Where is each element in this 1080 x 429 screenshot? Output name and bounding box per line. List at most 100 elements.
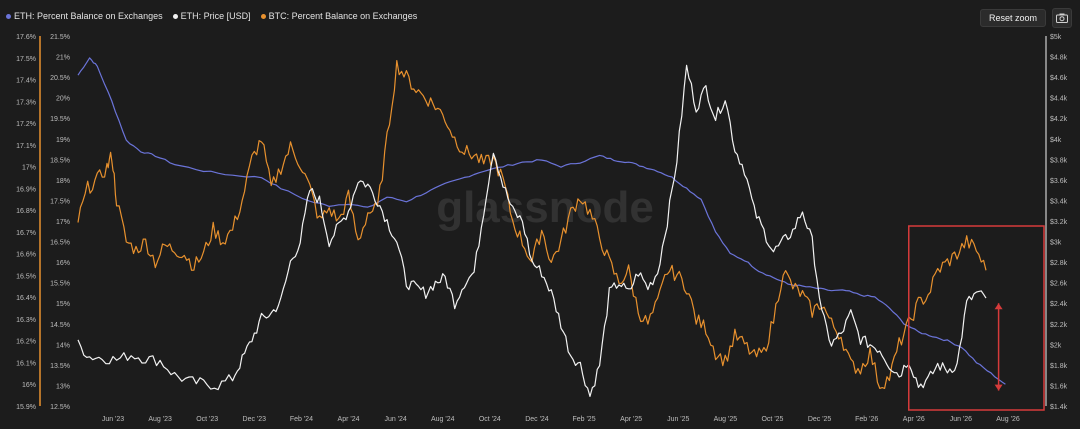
eth-price-axis: $1.4k $1.6k $1.8k $2k $2.2k $2.4k $2.6k $2.8k $3… xyxy=(1050,34,1068,411)
eth-price-tick-label: $4.2k xyxy=(1050,116,1068,123)
x-tick-label: Feb '24 xyxy=(290,416,313,423)
x-tick-label: Aug '24 xyxy=(431,416,455,423)
arrow-head-down xyxy=(994,384,1003,391)
series-btc-balance xyxy=(77,60,987,389)
eth-balance-tick-label: 16.6% xyxy=(16,252,36,259)
camera-icon-graphic xyxy=(1056,13,1068,23)
x-tick-label: Oct '23 xyxy=(196,416,218,423)
eth-balance-tick-label: 16% xyxy=(22,382,36,389)
eth-balance-tick-label: 17.4% xyxy=(16,78,36,85)
eth-balance-tick-label: 16.4% xyxy=(16,295,36,302)
x-tick-label: Jun '25 xyxy=(667,416,689,423)
legend-item-eth-balance[interactable]: ETH: Percent Balance on Exchanges xyxy=(6,11,163,21)
eth-price-tick-label: $4k xyxy=(1050,137,1062,144)
btc-balance-tick-label: 14% xyxy=(56,342,70,349)
eth-price-tick-label: $2.2k xyxy=(1050,322,1068,329)
eth-price-tick-label: $4.6k xyxy=(1050,75,1068,82)
btc-balance-tick-label: 17% xyxy=(56,219,70,226)
eth-price-tick-label: $3.4k xyxy=(1050,198,1068,205)
highlight-box xyxy=(908,225,1045,411)
series-line xyxy=(77,64,987,397)
legend-swatch-eth-price xyxy=(172,13,178,19)
eth-price-tick-label: $2k xyxy=(1050,342,1062,349)
x-tick-label: Aug '23 xyxy=(148,416,172,423)
eth-balance-tick-label: 16.1% xyxy=(16,360,36,367)
x-tick-label: Dec '25 xyxy=(808,416,832,423)
eth-price-tick-label: $5k xyxy=(1050,34,1062,41)
x-tick-label: Jun '24 xyxy=(384,416,406,423)
eth-price-tick-label: $3.6k xyxy=(1050,178,1068,185)
x-tick-label: Feb '26 xyxy=(855,416,878,423)
eth-balance-tick-label: 16.5% xyxy=(16,273,36,280)
camera-icon[interactable] xyxy=(1052,8,1072,28)
eth-balance-axis: 15.9% 16% 16.1% 16.2% 16.3% 16.4% 16.5% 16.6% 16… xyxy=(16,34,36,411)
x-axis: Jun '23 Aug '23 Oct '23 Dec '23 Feb '24 Apr '… xyxy=(102,416,1020,423)
btc-balance-tick-label: 16.5% xyxy=(50,240,70,247)
btc-balance-tick-label: 15.5% xyxy=(50,281,70,288)
btc-balance-tick-label: 19.5% xyxy=(50,116,70,123)
eth-price-tick-label: $3.8k xyxy=(1050,157,1068,164)
legend-item-btc-balance[interactable]: BTC: Percent Balance on Exchanges xyxy=(260,11,418,21)
btc-balance-tick-label: 16% xyxy=(56,260,70,267)
legend: ETH: Percent Balance on Exchanges ETH: P… xyxy=(6,8,417,24)
eth-balance-tick-label: 17.5% xyxy=(16,56,36,63)
eth-balance-tick-label: 16.7% xyxy=(16,230,36,237)
x-tick-label: Jun '26 xyxy=(950,416,972,423)
x-tick-label: Apr '25 xyxy=(620,416,642,423)
legend-item-eth-price[interactable]: ETH: Price [USD] xyxy=(172,11,251,21)
legend-label-btc-balance: BTC: Percent Balance on Exchanges xyxy=(268,11,418,21)
btc-balance-tick-label: 20% xyxy=(56,96,70,103)
annotations xyxy=(908,225,1045,411)
eth-price-tick-label: $2.4k xyxy=(1050,301,1068,308)
x-tick-label: Feb '25 xyxy=(572,416,595,423)
legend-swatch-eth-balance xyxy=(6,13,11,19)
eth-price-tick-label: $1.8k xyxy=(1050,363,1068,370)
x-tick-label: Apr '24 xyxy=(338,416,360,423)
eth-price-tick-label: $3.2k xyxy=(1050,219,1068,226)
series-eth-price xyxy=(77,64,987,397)
x-tick-label: Dec '24 xyxy=(525,416,549,423)
btc-balance-tick-label: 15% xyxy=(56,301,70,308)
btc-balance-axis: 12.5% 13% 13.5% 14% 14.5% 15% 15.5% 16% 16.5% 17%… xyxy=(50,34,70,411)
eth-balance-tick-label: 15.9% xyxy=(16,404,36,411)
x-tick-label: Oct '24 xyxy=(479,416,501,423)
legend-swatch-btc-balance xyxy=(260,13,266,19)
x-tick-label: Dec '23 xyxy=(243,416,267,423)
reset-zoom-button[interactable]: Reset zoom xyxy=(979,9,1046,27)
eth-balance-tick-label: 16.8% xyxy=(16,208,36,215)
legend-label-eth-price: ETH: Price [USD] xyxy=(180,11,251,21)
watermark-glassnode: glassnode xyxy=(436,183,654,232)
btc-balance-tick-label: 21.5% xyxy=(50,34,70,41)
series-line xyxy=(77,57,1006,385)
btc-balance-tick-label: 18% xyxy=(56,178,70,185)
eth-price-tick-label: $2.8k xyxy=(1050,260,1068,267)
eth-balance-tick-label: 17% xyxy=(22,165,36,172)
btc-balance-tick-label: 13.5% xyxy=(50,363,70,370)
btc-balance-tick-label: 17.5% xyxy=(50,198,70,205)
eth-balance-tick-label: 16.9% xyxy=(16,186,36,193)
eth-price-tick-label: $3k xyxy=(1050,240,1062,247)
btc-balance-tick-label: 19% xyxy=(56,137,70,144)
btc-balance-tick-label: 20.5% xyxy=(50,75,70,82)
eth-balance-tick-label: 17.6% xyxy=(16,34,36,41)
eth-balance-tick-label: 17.2% xyxy=(16,121,36,128)
eth-price-tick-label: $4.4k xyxy=(1050,96,1068,103)
btc-balance-tick-label: 14.5% xyxy=(50,322,70,329)
btc-balance-tick-label: 18.5% xyxy=(50,157,70,164)
eth-balance-tick-label: 16.3% xyxy=(16,317,36,324)
arrow-head-up xyxy=(994,303,1003,310)
btc-balance-tick-label: 21% xyxy=(56,55,70,62)
x-tick-label: Apr '26 xyxy=(903,416,925,423)
x-tick-label: Oct '25 xyxy=(761,416,783,423)
eth-price-tick-label: $4.8k xyxy=(1050,55,1068,62)
btc-balance-tick-label: 12.5% xyxy=(50,404,70,411)
x-tick-label: Aug '26 xyxy=(996,416,1020,423)
eth-price-tick-label: $2.6k xyxy=(1050,281,1068,288)
series-line xyxy=(77,60,987,389)
eth-price-tick-label: $1.4k xyxy=(1050,404,1068,411)
chart-toolbar: Reset zoom xyxy=(979,8,1072,28)
series-eth-balance xyxy=(77,57,1006,385)
x-tick-label: Aug '25 xyxy=(714,416,738,423)
